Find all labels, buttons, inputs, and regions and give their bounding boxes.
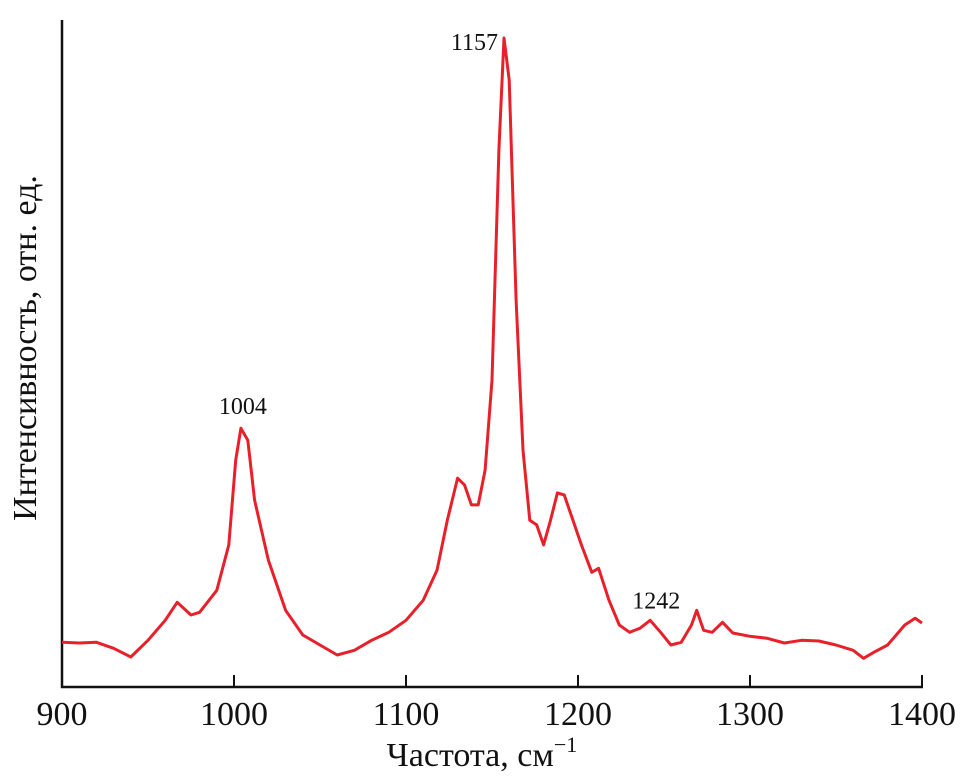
x-tick-label: 1100 bbox=[373, 696, 440, 733]
peak-label: 1157 bbox=[451, 30, 498, 56]
x-tick-label: 1200 bbox=[544, 696, 612, 733]
x-tick-label: 1400 bbox=[888, 696, 956, 733]
x-tick-label: 1300 bbox=[716, 696, 784, 733]
peak-label: 1004 bbox=[219, 394, 267, 420]
peak-label: 1242 bbox=[632, 588, 680, 614]
x-tick-label: 1000 bbox=[200, 696, 268, 733]
x-axis-label-sup: −1 bbox=[554, 732, 577, 757]
x-tick-label: 900 bbox=[37, 696, 88, 733]
axes bbox=[60, 20, 923, 689]
y-axis-label: Интенсивность, отн. ед. bbox=[7, 175, 44, 521]
spectrum-line bbox=[61, 36, 923, 660]
x-axis-label: Частота, см−1 bbox=[387, 732, 578, 774]
x-ticks: 900 1000 1100 1200 1300 1400 bbox=[37, 675, 956, 733]
x-axis-label-text: Частота, см bbox=[387, 737, 554, 774]
peak-annotations: 1004 1157 1242 bbox=[219, 30, 680, 614]
